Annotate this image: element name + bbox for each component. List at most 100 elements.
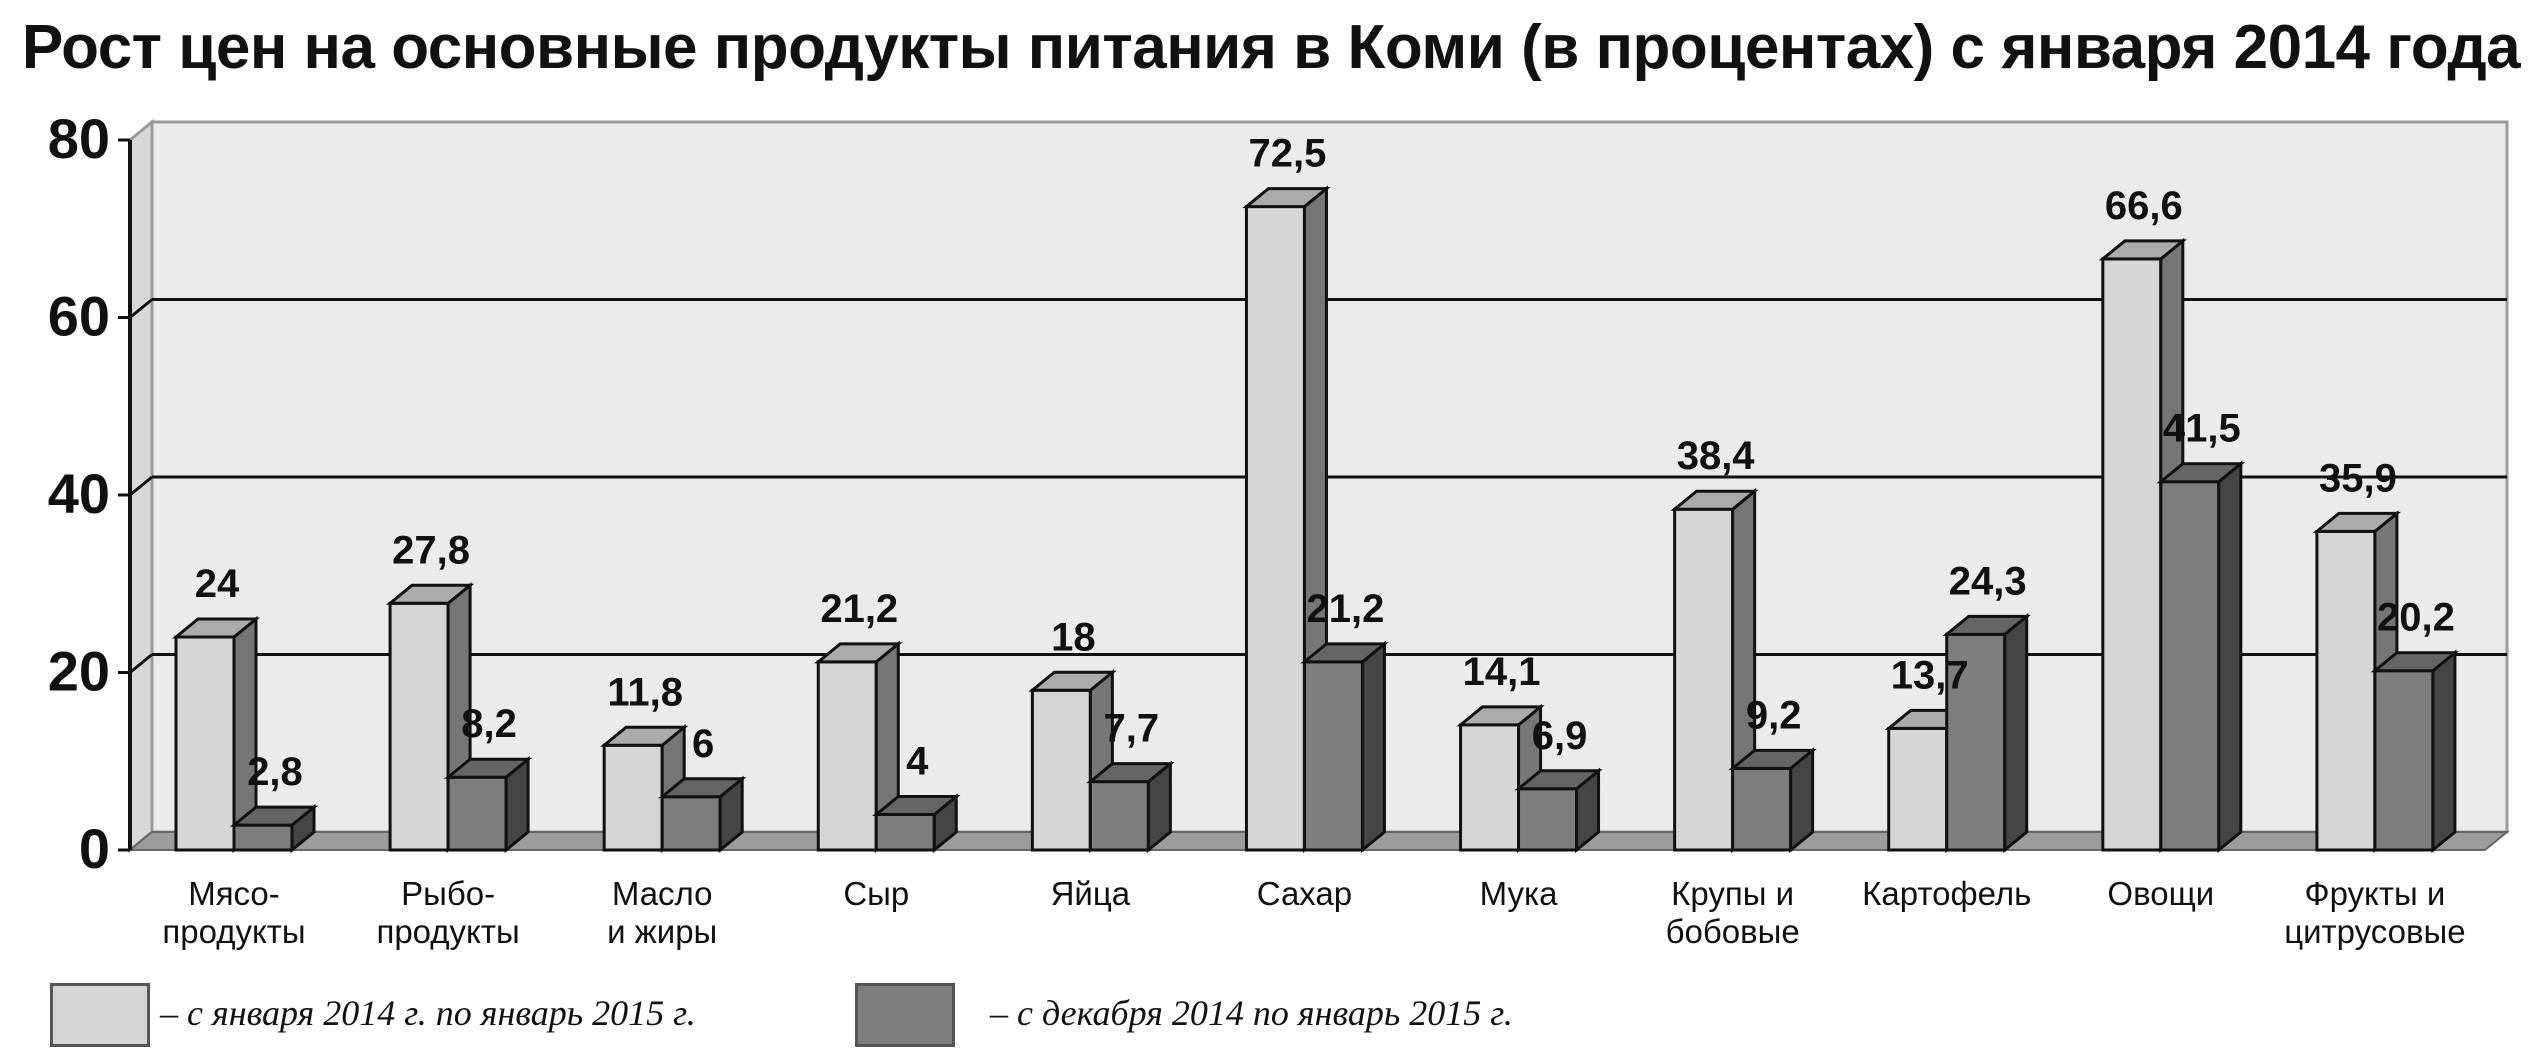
bar-top xyxy=(2312,511,2402,533)
bar-top xyxy=(2156,462,2246,484)
bar-front xyxy=(1673,507,1735,852)
y-tick-label: 20 xyxy=(48,640,110,703)
bar xyxy=(2370,649,2460,854)
gridline-side xyxy=(129,653,153,674)
x-tick-label: продукты xyxy=(376,913,519,950)
bar-front xyxy=(1517,787,1579,852)
legend-label-series-1: – с января 2014 г. по январь 2015 г. xyxy=(160,993,696,1033)
x-tick-label: Овощи xyxy=(2107,875,2214,912)
data-label: 41,5 xyxy=(2163,407,2241,451)
bar xyxy=(1300,640,1389,854)
data-label: 66,6 xyxy=(2105,184,2183,228)
bar-front xyxy=(1887,726,1949,852)
x-tick-label: Рыбо- xyxy=(401,875,495,912)
x-tick-label: Яйца xyxy=(1051,875,1131,912)
bar-side xyxy=(2431,649,2457,854)
data-label: 8,2 xyxy=(461,702,517,746)
data-label: 21,2 xyxy=(820,587,898,631)
bar-top xyxy=(1300,642,1389,664)
bar-front xyxy=(232,823,294,852)
gridline-side xyxy=(129,298,153,319)
data-label: 2,8 xyxy=(247,750,303,794)
y-tick-label: 40 xyxy=(48,462,110,525)
data-label: 6,9 xyxy=(1532,714,1588,758)
x-tick-label: Сахар xyxy=(1257,875,1352,912)
x-tick-label: бобовые xyxy=(1666,913,1800,950)
y-tick-label: 80 xyxy=(48,107,110,170)
data-label: 24,3 xyxy=(1949,559,2027,603)
data-label: 35,9 xyxy=(2319,456,2397,500)
bar-top xyxy=(1242,187,1331,209)
bar-top xyxy=(1728,748,1817,770)
bar xyxy=(2156,460,2246,854)
data-label: 9,2 xyxy=(1746,693,1802,737)
x-tick-label: и жиры xyxy=(607,913,717,950)
bar-top xyxy=(443,757,533,779)
bar-front xyxy=(2373,669,2435,852)
bar-top xyxy=(229,805,319,827)
bar-top xyxy=(657,777,747,799)
data-label: 21,2 xyxy=(1307,587,1385,631)
data-label: 38,4 xyxy=(1677,434,1756,478)
x-tick-label: Мясо- xyxy=(188,875,280,912)
bar xyxy=(443,756,533,854)
bar-top xyxy=(1028,670,1117,692)
x-tick-label: Фрукты и xyxy=(2304,875,2445,912)
x-tick-label: Сыр xyxy=(843,875,909,912)
bar-side xyxy=(2217,460,2243,854)
bar-front xyxy=(660,795,722,852)
bar-front xyxy=(1244,205,1306,852)
bar-top xyxy=(599,725,689,747)
data-label: 18 xyxy=(1051,615,1096,659)
data-label: 7,7 xyxy=(1104,707,1160,751)
x-tick-label: Масло xyxy=(612,875,713,912)
x-tick-label: Крупы и xyxy=(1671,875,1794,912)
bar-front xyxy=(2159,480,2221,852)
bar xyxy=(1514,767,1603,854)
x-tick-label: продукты xyxy=(162,913,305,950)
bar-top xyxy=(814,642,903,664)
data-label: 20,2 xyxy=(2377,596,2455,640)
bar-front xyxy=(388,601,450,852)
legend-label-series-2: – с декабря 2014 по январь 2015 г. xyxy=(990,993,1513,1033)
data-label: 14,1 xyxy=(1463,650,1541,694)
legend-swatch-series-2 xyxy=(855,983,955,1047)
bar-front xyxy=(602,743,664,852)
bar-top xyxy=(1670,489,1759,511)
bar-front xyxy=(446,775,508,852)
bar-front xyxy=(1731,766,1793,852)
bar-top xyxy=(1086,762,1175,784)
chart-title: Рост цен на основные продукты питания в … xyxy=(21,13,2521,82)
bar-front xyxy=(874,813,936,852)
bar-front xyxy=(1088,780,1150,852)
bar-front xyxy=(1030,688,1092,852)
y-tick-label: 0 xyxy=(79,817,110,880)
bar xyxy=(1728,747,1817,854)
bar-front xyxy=(2101,257,2163,852)
bar-side xyxy=(1360,640,1386,854)
data-label: 27,8 xyxy=(392,528,470,572)
bar-top xyxy=(2370,651,2460,673)
bar xyxy=(171,615,261,854)
data-label: 24 xyxy=(195,562,240,606)
bar-top xyxy=(385,583,475,605)
bar-front xyxy=(174,635,236,852)
bar xyxy=(1086,760,1175,854)
y-tick-label: 60 xyxy=(48,285,110,348)
bar xyxy=(657,775,747,854)
bar-top xyxy=(1456,705,1545,727)
bar xyxy=(814,640,903,854)
data-label: 6 xyxy=(692,722,714,766)
gridline-side xyxy=(129,475,153,497)
bar-top xyxy=(2098,239,2188,261)
x-tick-label: цитрусовые xyxy=(2284,913,2465,950)
bar-front xyxy=(1302,660,1364,852)
bar-top xyxy=(171,617,261,639)
bar-top xyxy=(872,795,961,816)
data-label: 72,5 xyxy=(1249,132,1327,176)
legend-swatch-series-1 xyxy=(50,983,150,1047)
bar xyxy=(1670,488,1759,854)
bar-side xyxy=(2003,613,2029,854)
x-tick-label: Мука xyxy=(1480,875,1559,912)
